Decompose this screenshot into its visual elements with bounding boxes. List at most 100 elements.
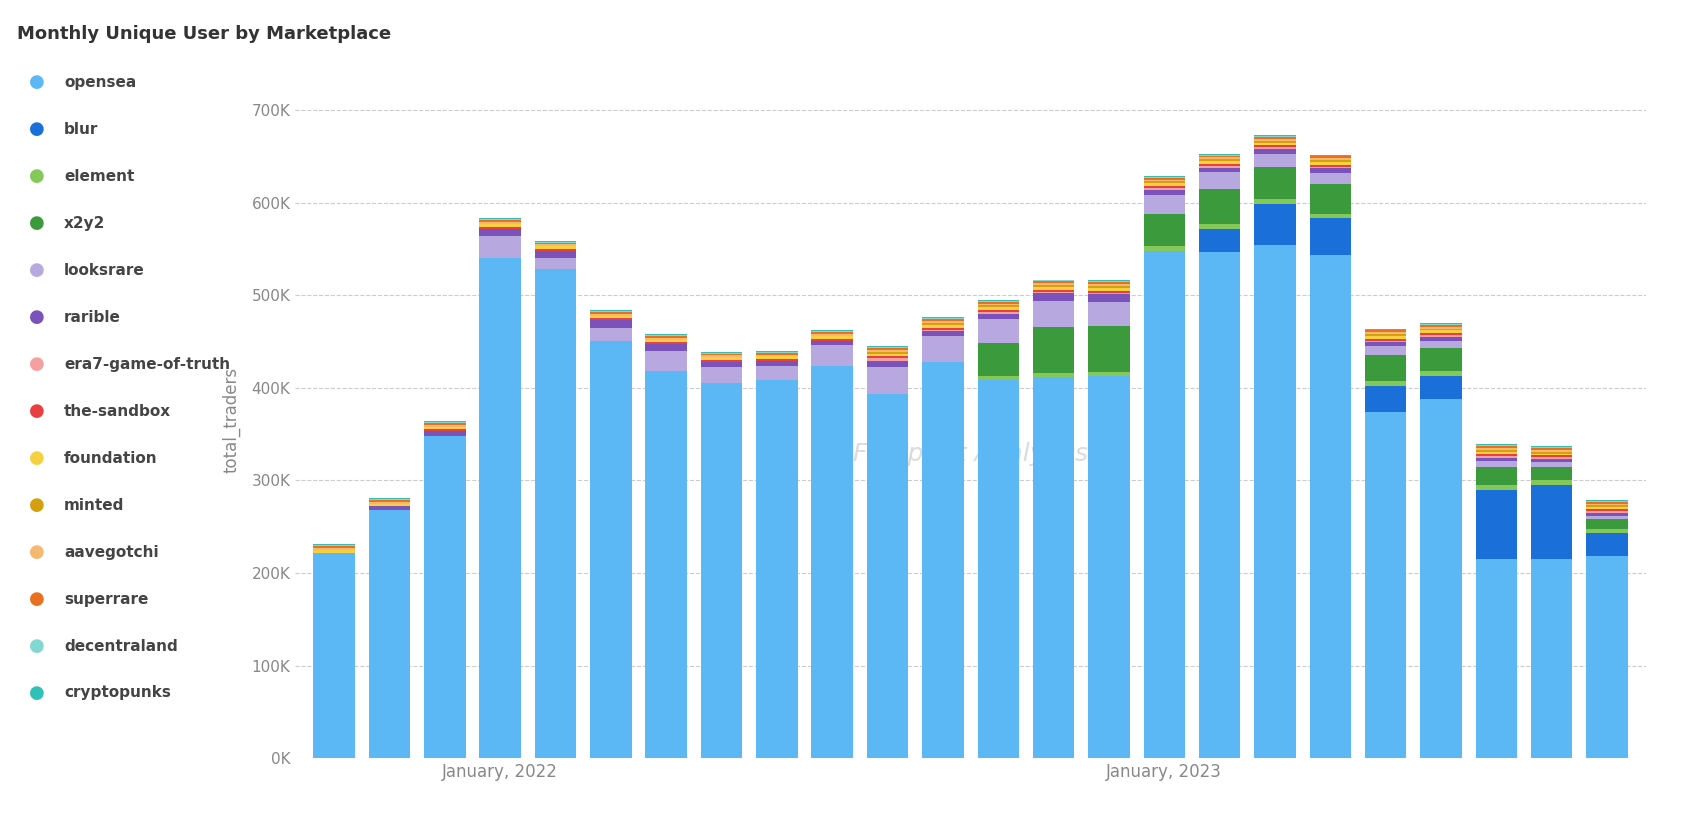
Bar [1475, 445, 1518, 446]
Bar [591, 314, 631, 316]
Bar [1198, 252, 1241, 758]
Bar [1198, 159, 1241, 161]
Text: ●: ● [29, 261, 46, 279]
Bar [645, 335, 687, 336]
Bar [1198, 153, 1241, 155]
Bar [1587, 556, 1627, 758]
Bar [424, 425, 466, 427]
Bar [1420, 399, 1462, 758]
Bar [1420, 337, 1462, 340]
Text: cryptopunks: cryptopunks [64, 686, 170, 700]
Bar [314, 550, 354, 553]
Bar [922, 331, 964, 336]
Bar [1254, 147, 1296, 149]
Bar [868, 395, 908, 758]
Bar [1587, 500, 1627, 501]
Bar [368, 503, 410, 506]
Bar [1587, 508, 1627, 509]
Bar [1587, 513, 1627, 516]
Bar [535, 250, 576, 258]
Bar [424, 429, 466, 431]
Bar [922, 330, 964, 331]
Bar [1033, 327, 1074, 373]
Text: ●: ● [29, 590, 46, 608]
Bar [977, 307, 1020, 310]
Text: minted: minted [64, 498, 125, 513]
Bar [1475, 559, 1518, 758]
Bar [1254, 145, 1296, 147]
Bar [1310, 162, 1350, 165]
Bar [1033, 279, 1074, 280]
Bar [479, 236, 522, 258]
Bar [591, 316, 631, 318]
Bar [1366, 355, 1406, 382]
Bar [1310, 157, 1350, 158]
Text: era7-game-of-truth: era7-game-of-truth [64, 357, 230, 372]
Text: ●: ● [29, 308, 46, 326]
Bar [756, 366, 798, 381]
Bar [1033, 282, 1074, 283]
Bar [1587, 509, 1627, 511]
Bar [368, 499, 410, 500]
Bar [1033, 377, 1074, 758]
Bar [1531, 446, 1573, 447]
Bar [1587, 528, 1627, 533]
Bar [1089, 288, 1129, 291]
Bar [1254, 137, 1296, 139]
Bar [1089, 282, 1129, 283]
Bar [1198, 156, 1241, 157]
Bar [591, 328, 631, 340]
Bar [922, 323, 964, 325]
Text: the-sandbox: the-sandbox [64, 404, 170, 419]
Bar [1198, 155, 1241, 156]
Bar [1531, 462, 1573, 466]
Bar [479, 224, 522, 227]
Bar [701, 360, 743, 362]
Bar [701, 362, 743, 367]
Bar [479, 222, 522, 224]
Text: decentraland: decentraland [64, 639, 177, 653]
Bar [1475, 455, 1518, 456]
Bar [1198, 161, 1241, 164]
Bar [1143, 176, 1185, 177]
Bar [1198, 166, 1241, 167]
Text: ●: ● [29, 402, 46, 420]
Bar [977, 381, 1020, 758]
Bar [1089, 291, 1129, 293]
Bar [1254, 246, 1296, 758]
Bar [645, 336, 687, 338]
Bar [591, 321, 631, 328]
Bar [1475, 448, 1518, 450]
Bar [922, 321, 964, 323]
Bar [1198, 172, 1241, 189]
Bar [1475, 466, 1518, 485]
Bar [1089, 294, 1129, 302]
Bar [1033, 280, 1074, 282]
Bar [1475, 461, 1518, 466]
Bar [645, 339, 687, 343]
Bar [535, 269, 576, 758]
Bar [1033, 285, 1074, 287]
Text: ●: ● [29, 637, 46, 655]
Bar [1366, 412, 1406, 758]
Bar [479, 219, 522, 220]
Bar [1531, 559, 1573, 758]
Bar [424, 422, 466, 423]
Bar [977, 314, 1020, 320]
Text: ●: ● [29, 684, 46, 702]
Text: rarible: rarible [64, 310, 122, 325]
Bar [1033, 293, 1074, 301]
Bar [1198, 228, 1241, 252]
Bar [1143, 183, 1185, 186]
Bar [1366, 335, 1406, 336]
Bar [1531, 456, 1573, 457]
Bar [1420, 335, 1462, 337]
Bar [1475, 458, 1518, 461]
Bar [1420, 329, 1462, 330]
Bar [1254, 199, 1296, 204]
Bar [1587, 519, 1627, 528]
Bar [701, 358, 743, 360]
Bar [591, 318, 631, 321]
Bar [1089, 283, 1129, 284]
Bar [535, 246, 576, 249]
